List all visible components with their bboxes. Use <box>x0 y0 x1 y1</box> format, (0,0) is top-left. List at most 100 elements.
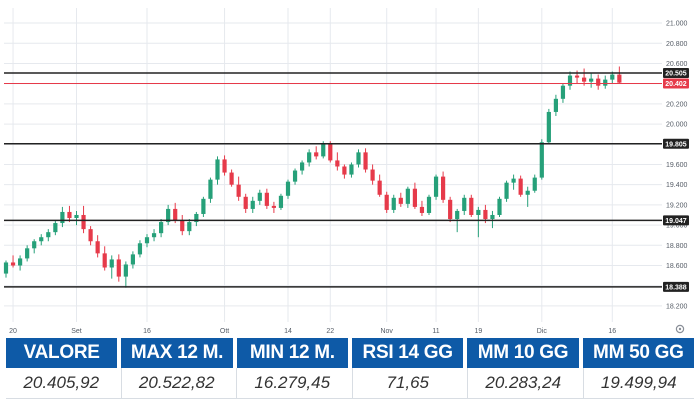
candle-body <box>243 196 248 209</box>
candle-body <box>25 248 30 259</box>
level-badge-label: 18.388 <box>665 284 687 291</box>
candle-body <box>116 259 121 277</box>
candle-body <box>109 259 114 268</box>
candle-body <box>39 237 44 242</box>
candle-body <box>441 176 446 200</box>
stat-value-min-12m: 16.279,45 <box>236 368 348 398</box>
stat-header-valore: VALORE <box>6 338 118 368</box>
candle-body <box>46 232 51 238</box>
candle-body <box>257 192 262 201</box>
level-badge <box>663 78 689 89</box>
candle-body <box>518 178 523 195</box>
candle-body <box>88 229 93 242</box>
candle-body <box>285 181 291 196</box>
candle-body <box>74 214 79 219</box>
y-tick-label: 18.800 <box>666 243 688 250</box>
candle-body <box>476 209 481 215</box>
candle-body <box>3 262 9 274</box>
candle-body <box>567 75 573 86</box>
candle-body <box>433 176 439 197</box>
candle-body <box>405 188 410 204</box>
candle-body <box>137 243 143 255</box>
y-tick-label: 20.800 <box>666 41 688 48</box>
y-tick-label: 21.000 <box>666 21 688 28</box>
gear-icon[interactable] <box>675 324 685 334</box>
stat-value-mm-50gg: 19.499,94 <box>582 368 694 398</box>
candle-body <box>391 197 396 210</box>
candle-body <box>201 198 206 214</box>
candle-body <box>180 220 185 232</box>
candle-body <box>370 169 375 181</box>
candle-body <box>448 199 453 220</box>
x-tick-label: 20 <box>9 328 17 335</box>
candle-body <box>342 166 347 175</box>
stats-header-row: VALORE MAX 12 M. MIN 12 M. RSI 14 GG MM … <box>6 338 694 368</box>
candle-body <box>314 152 319 157</box>
candle-body <box>398 197 403 204</box>
candle-body <box>53 223 58 233</box>
candle-body <box>603 79 608 86</box>
candle-body <box>483 209 488 220</box>
stat-value-max-12m: 20.522,82 <box>120 368 232 398</box>
candle-body <box>560 85 566 99</box>
candle-body <box>335 160 340 167</box>
candle-body <box>574 75 580 78</box>
y-tick-label: 18.600 <box>666 263 688 270</box>
x-tick-label: 16 <box>608 328 616 335</box>
candle-body <box>596 78 601 86</box>
candle-body <box>419 206 425 213</box>
x-tick-label: Ott <box>220 328 229 335</box>
level-badge <box>663 215 689 226</box>
x-tick-label: 11 <box>432 328 439 335</box>
x-tick-label: 14 <box>284 328 292 335</box>
candle-body <box>469 197 474 215</box>
candle-body <box>95 241 100 254</box>
candle-body <box>166 208 171 223</box>
candle-body <box>300 162 305 171</box>
candle-body <box>32 241 37 249</box>
candle-body <box>159 222 164 234</box>
candle-body <box>81 214 86 230</box>
candle-body <box>144 237 150 244</box>
candle-body <box>208 179 213 199</box>
candle-body <box>546 111 551 143</box>
stat-header-min-12m: MIN 12 M. <box>236 338 348 368</box>
candle-body <box>250 200 255 209</box>
candle-body <box>187 222 192 232</box>
candle-body <box>271 205 276 208</box>
level-badge-label: 19.805 <box>665 141 687 148</box>
candle-body <box>236 184 241 197</box>
candle-body <box>102 253 107 268</box>
candle-body <box>525 190 530 195</box>
y-tick-label: 20.200 <box>666 101 688 108</box>
stat-value-rsi-14gg: 71,65 <box>351 368 463 398</box>
candle-body <box>539 142 544 178</box>
candle-body <box>222 159 227 173</box>
candle-body <box>67 211 72 219</box>
x-tick-label: Set <box>71 328 82 335</box>
stat-header-max-12m: MAX 12 M. <box>121 338 233 368</box>
candle-body <box>455 210 460 220</box>
y-tick-label: 19.600 <box>666 162 688 169</box>
x-tick-label: Nov <box>380 328 393 335</box>
candle-body <box>497 198 502 215</box>
level-badge <box>663 281 689 292</box>
x-tick-label: Dic <box>537 328 548 335</box>
y-tick-label: 18.200 <box>666 303 688 310</box>
x-tick-label: 16 <box>143 328 151 335</box>
y-tick-label: 20.000 <box>666 122 688 129</box>
candle-body <box>18 258 23 266</box>
level-badge-label: 20.505 <box>665 71 687 78</box>
candle-body <box>292 170 298 182</box>
candle-body <box>278 195 284 208</box>
stat-header-rsi-14gg: RSI 14 GG <box>351 338 464 368</box>
candle-body <box>363 152 368 170</box>
candle-body <box>532 177 537 191</box>
stat-value-mm-10gg: 20.283,24 <box>467 368 579 398</box>
candle-body <box>173 208 178 221</box>
candle-body <box>462 197 467 211</box>
candle-body <box>229 172 234 185</box>
candle-body <box>426 196 432 213</box>
candle-body <box>617 74 622 83</box>
stat-header-mm-50gg: MM 50 GG <box>582 338 694 368</box>
